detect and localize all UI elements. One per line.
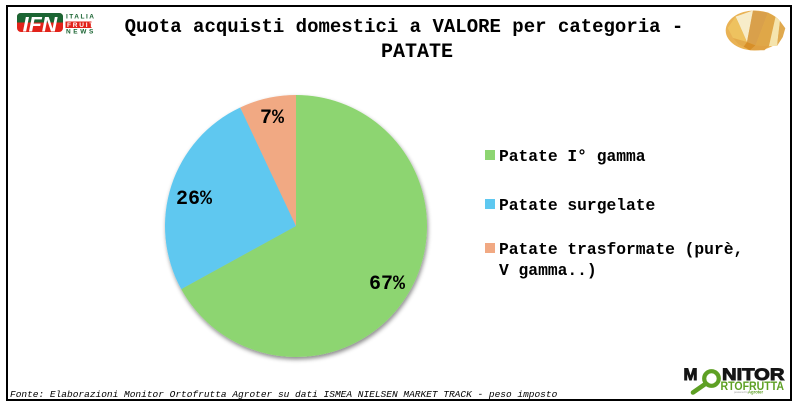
svg-text:RTOFRUTTA: RTOFRUTTA	[721, 379, 785, 393]
svg-text:ITALIA: ITALIA	[66, 14, 95, 21]
svg-text:NEWS: NEWS	[66, 29, 96, 35]
svg-text:M: M	[684, 365, 698, 384]
svg-text:powered by: powered by	[734, 390, 749, 394]
svg-text:FRUIT: FRUIT	[67, 22, 95, 29]
svg-text:NITOR: NITOR	[722, 365, 785, 384]
svg-text:Agroter: Agroter	[748, 390, 763, 395]
svg-text:IFN: IFN	[23, 12, 58, 34]
